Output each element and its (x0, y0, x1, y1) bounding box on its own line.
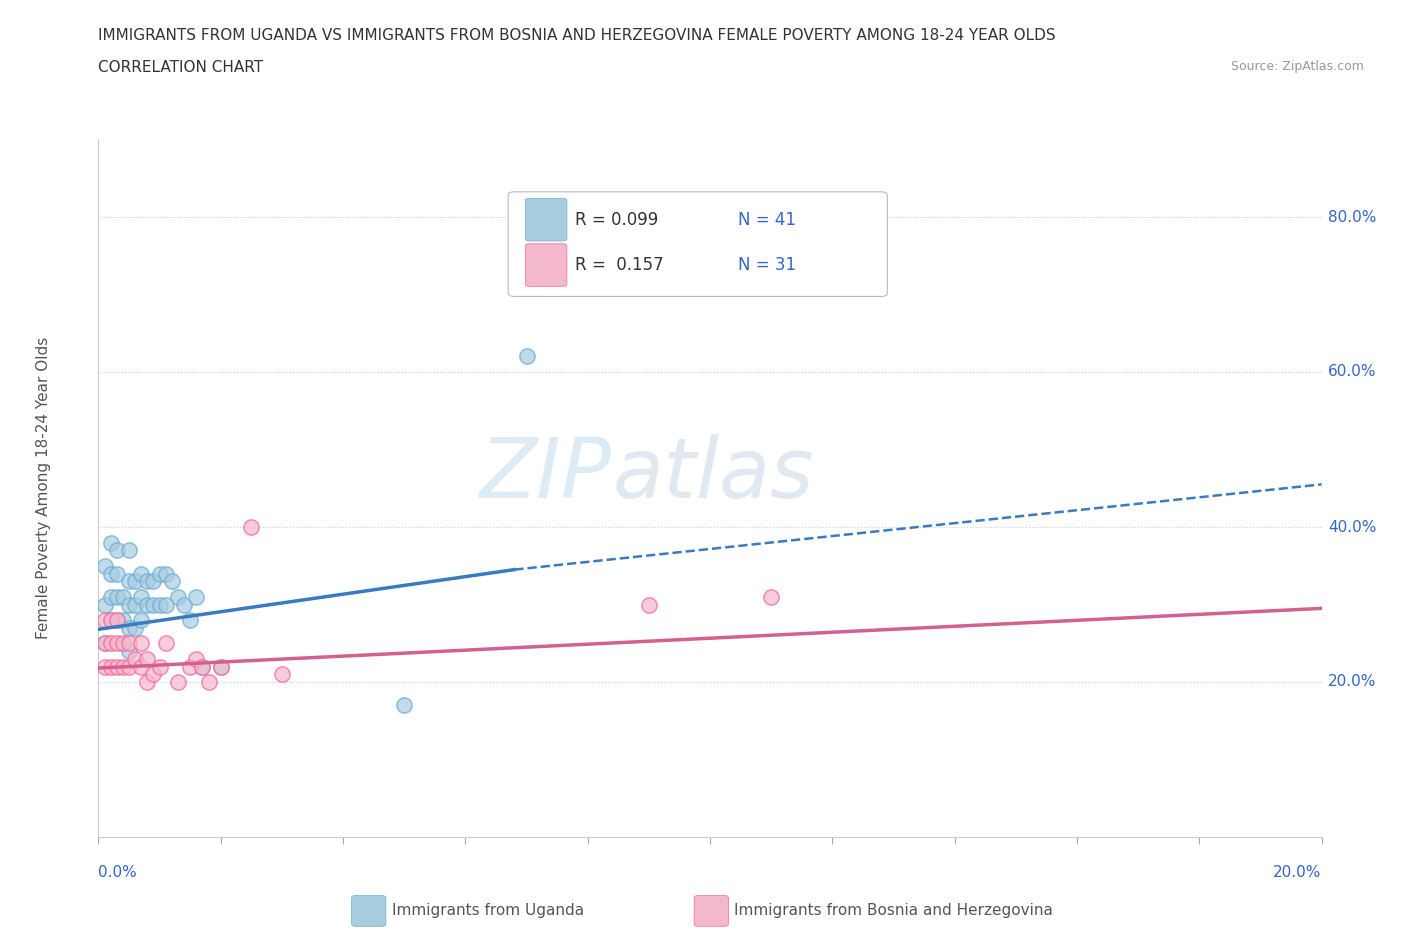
Point (173, 597, 195, 612)
Text: ZIP: ZIP (481, 433, 612, 515)
Point (186, 651, 208, 666)
Point (149, 597, 172, 612)
Point (124, 620, 146, 635)
Point (759, 590, 782, 604)
Point (129, 659, 152, 674)
Point (155, 597, 177, 612)
Point (100, 590, 122, 604)
FancyBboxPatch shape (352, 896, 385, 926)
Point (167, 674, 190, 689)
Point (100, 659, 122, 674)
Point (93, 597, 115, 612)
Point (100, 636, 122, 651)
Point (93, 558, 115, 573)
Point (167, 590, 190, 604)
FancyBboxPatch shape (526, 244, 567, 286)
Point (111, 636, 134, 651)
Point (118, 597, 141, 612)
Point (197, 674, 219, 689)
Point (93, 613, 115, 628)
Point (118, 636, 141, 651)
Text: Immigrants from Bosnia and Herzegovina: Immigrants from Bosnia and Herzegovina (734, 903, 1053, 919)
Text: N = 41: N = 41 (738, 211, 796, 229)
Point (118, 659, 141, 674)
Point (111, 613, 134, 628)
Point (118, 574, 141, 589)
Point (155, 636, 177, 651)
Text: 20.0%: 20.0% (1274, 865, 1322, 880)
Point (124, 651, 146, 666)
Text: Source: ZipAtlas.com: Source: ZipAtlas.com (1230, 60, 1364, 73)
Point (93, 636, 115, 651)
Point (93, 659, 115, 674)
Point (142, 597, 165, 612)
Point (118, 620, 141, 635)
Point (124, 597, 146, 612)
Text: 40.0%: 40.0% (1327, 520, 1376, 535)
Point (516, 349, 538, 364)
Point (118, 644, 141, 658)
Point (100, 613, 122, 628)
Point (100, 535, 122, 550)
Text: R = 0.099: R = 0.099 (575, 211, 659, 229)
Point (209, 659, 232, 674)
Point (105, 543, 128, 558)
Point (129, 636, 152, 651)
Point (136, 574, 159, 589)
Point (240, 520, 263, 535)
Text: Immigrants from Uganda: Immigrants from Uganda (392, 903, 583, 919)
FancyBboxPatch shape (508, 192, 887, 297)
Text: 60.0%: 60.0% (1327, 365, 1376, 379)
Point (105, 590, 128, 604)
Point (136, 651, 159, 666)
Point (179, 613, 201, 628)
Text: IMMIGRANTS FROM UGANDA VS IMMIGRANTS FROM BOSNIA AND HERZEGOVINA FEMALE POVERTY : IMMIGRANTS FROM UGANDA VS IMMIGRANTS FRO… (98, 28, 1056, 43)
Point (105, 659, 128, 674)
Point (160, 574, 183, 589)
Point (105, 636, 128, 651)
Point (111, 590, 134, 604)
Point (149, 566, 172, 581)
Point (118, 543, 141, 558)
Point (142, 667, 165, 682)
FancyBboxPatch shape (695, 896, 728, 926)
Point (105, 613, 128, 628)
Point (191, 659, 214, 674)
Text: 80.0%: 80.0% (1327, 209, 1376, 224)
FancyBboxPatch shape (526, 198, 567, 241)
Point (105, 613, 128, 628)
Text: 0.0%: 0.0% (98, 865, 138, 880)
Point (129, 613, 152, 628)
Point (270, 667, 292, 682)
Point (136, 674, 159, 689)
Point (392, 698, 416, 712)
Point (124, 574, 146, 589)
Point (129, 590, 152, 604)
Point (149, 659, 172, 674)
Point (637, 597, 661, 612)
Text: 20.0%: 20.0% (1327, 674, 1376, 689)
Text: R =  0.157: R = 0.157 (575, 256, 664, 274)
Point (155, 566, 177, 581)
Point (209, 659, 232, 674)
Point (105, 566, 128, 581)
Point (93, 636, 115, 651)
Point (186, 590, 208, 604)
Point (111, 659, 134, 674)
Point (142, 574, 165, 589)
Text: atlas: atlas (612, 433, 814, 515)
Point (129, 566, 152, 581)
Point (136, 597, 159, 612)
Point (100, 613, 122, 628)
Text: Female Poverty Among 18-24 Year Olds: Female Poverty Among 18-24 Year Olds (37, 338, 51, 640)
Point (179, 659, 201, 674)
Text: CORRELATION CHART: CORRELATION CHART (98, 60, 263, 75)
Point (100, 566, 122, 581)
Text: N = 31: N = 31 (738, 256, 796, 274)
Point (191, 659, 214, 674)
